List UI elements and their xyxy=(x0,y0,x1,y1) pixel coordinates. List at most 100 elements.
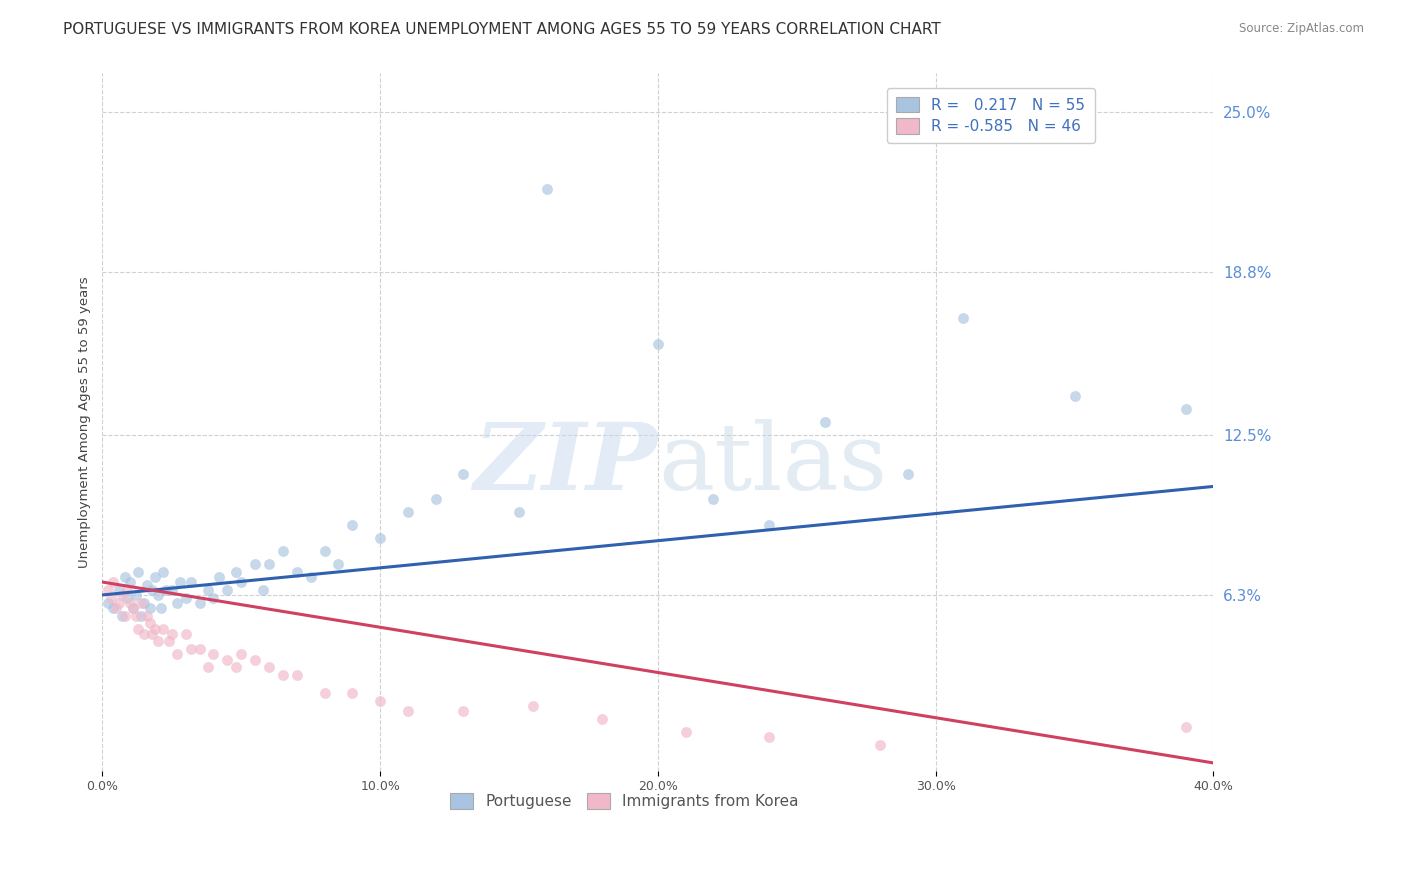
Point xyxy=(129,596,152,610)
Point xyxy=(522,699,544,714)
Point xyxy=(114,570,136,584)
Text: atlas: atlas xyxy=(658,418,887,508)
Point xyxy=(132,626,155,640)
Point xyxy=(122,600,145,615)
Point xyxy=(675,725,697,739)
Point xyxy=(105,600,128,615)
Point xyxy=(243,557,266,571)
Point xyxy=(396,704,419,718)
Point xyxy=(285,668,308,682)
Point xyxy=(111,588,134,602)
Point xyxy=(813,415,835,429)
Point xyxy=(217,652,239,666)
Point xyxy=(314,544,336,558)
Point xyxy=(217,582,239,597)
Point xyxy=(97,582,120,597)
Point xyxy=(135,577,157,591)
Point xyxy=(174,626,197,640)
Point xyxy=(169,575,191,590)
Point xyxy=(152,622,174,636)
Point xyxy=(225,660,247,674)
Point xyxy=(138,600,160,615)
Point xyxy=(127,622,149,636)
Point xyxy=(141,626,163,640)
Point xyxy=(114,608,136,623)
Point xyxy=(257,660,280,674)
Point xyxy=(132,596,155,610)
Point xyxy=(180,642,202,657)
Point xyxy=(897,467,920,481)
Point xyxy=(342,686,364,700)
Point xyxy=(453,467,475,481)
Point xyxy=(122,600,145,615)
Point xyxy=(1174,720,1197,734)
Point xyxy=(591,712,613,726)
Point xyxy=(271,544,294,558)
Point xyxy=(166,648,188,662)
Point xyxy=(702,492,724,507)
Point xyxy=(299,570,322,584)
Point xyxy=(146,588,169,602)
Point xyxy=(188,642,211,657)
Text: Source: ZipAtlas.com: Source: ZipAtlas.com xyxy=(1239,22,1364,36)
Point xyxy=(100,591,122,605)
Point xyxy=(117,591,139,605)
Point xyxy=(508,505,530,519)
Point xyxy=(271,668,294,682)
Text: ZIP: ZIP xyxy=(474,418,658,508)
Point xyxy=(143,622,166,636)
Point xyxy=(202,648,225,662)
Point xyxy=(231,575,253,590)
Point xyxy=(197,582,219,597)
Point xyxy=(180,575,202,590)
Point xyxy=(108,582,131,597)
Point xyxy=(125,608,148,623)
Point xyxy=(117,582,139,597)
Point xyxy=(243,652,266,666)
Point xyxy=(396,505,419,519)
Point xyxy=(141,582,163,597)
Point xyxy=(225,565,247,579)
Point xyxy=(208,570,231,584)
Point xyxy=(1063,389,1085,403)
Point xyxy=(120,596,142,610)
Point xyxy=(125,588,148,602)
Point xyxy=(166,596,188,610)
Point xyxy=(103,600,125,615)
Point xyxy=(1174,401,1197,416)
Point xyxy=(103,575,125,590)
Point xyxy=(160,582,183,597)
Point xyxy=(869,738,891,752)
Point xyxy=(152,565,174,579)
Point xyxy=(138,616,160,631)
Point xyxy=(174,591,197,605)
Point xyxy=(127,565,149,579)
Point xyxy=(328,557,350,571)
Legend: Portuguese, Immigrants from Korea: Portuguese, Immigrants from Korea xyxy=(444,787,806,815)
Point xyxy=(197,660,219,674)
Text: PORTUGUESE VS IMMIGRANTS FROM KOREA UNEMPLOYMENT AMONG AGES 55 TO 59 YEARS CORRE: PORTUGUESE VS IMMIGRANTS FROM KOREA UNEM… xyxy=(63,22,941,37)
Point xyxy=(120,575,142,590)
Y-axis label: Unemployment Among Ages 55 to 59 years: Unemployment Among Ages 55 to 59 years xyxy=(79,276,91,567)
Point xyxy=(160,626,183,640)
Point xyxy=(252,582,274,597)
Point xyxy=(143,570,166,584)
Point xyxy=(425,492,447,507)
Point xyxy=(135,608,157,623)
Point xyxy=(108,596,131,610)
Point xyxy=(314,686,336,700)
Point xyxy=(111,608,134,623)
Point xyxy=(647,337,669,351)
Point xyxy=(188,596,211,610)
Point xyxy=(342,518,364,533)
Point xyxy=(129,608,152,623)
Point xyxy=(257,557,280,571)
Point xyxy=(231,648,253,662)
Point xyxy=(453,704,475,718)
Point xyxy=(285,565,308,579)
Point xyxy=(758,730,780,744)
Point xyxy=(202,591,225,605)
Point xyxy=(146,634,169,648)
Point xyxy=(157,634,180,648)
Point xyxy=(758,518,780,533)
